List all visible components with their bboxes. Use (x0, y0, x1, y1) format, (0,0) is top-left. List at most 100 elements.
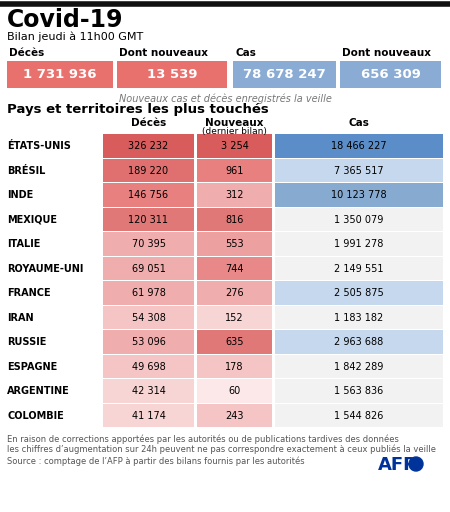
Text: 1 183 182: 1 183 182 (334, 313, 383, 323)
Text: FRANCE: FRANCE (7, 288, 50, 298)
Text: 60: 60 (228, 386, 241, 396)
FancyBboxPatch shape (103, 354, 194, 378)
Text: Dont nouveaux: Dont nouveaux (342, 48, 431, 58)
Text: Source : comptage de l’AFP à partir des bilans fournis par les autorités: Source : comptage de l’AFP à partir des … (7, 456, 305, 465)
Text: IRAN: IRAN (7, 313, 34, 323)
FancyBboxPatch shape (275, 159, 443, 182)
Text: 1 350 079: 1 350 079 (334, 215, 384, 225)
Text: En raison de corrections apportées par les autorités ou de publications tardives: En raison de corrections apportées par l… (7, 434, 399, 443)
Text: 1 991 278: 1 991 278 (334, 239, 384, 249)
Text: RUSSIE: RUSSIE (7, 337, 46, 347)
FancyBboxPatch shape (275, 403, 443, 427)
FancyBboxPatch shape (275, 306, 443, 329)
FancyBboxPatch shape (275, 379, 443, 402)
FancyBboxPatch shape (197, 403, 272, 427)
Text: 326 232: 326 232 (128, 141, 169, 151)
Text: 312: 312 (225, 190, 244, 200)
Text: Bilan jeudi à 11h00 GMT: Bilan jeudi à 11h00 GMT (7, 31, 143, 41)
Text: COLOMBIE: COLOMBIE (7, 411, 64, 421)
Text: Dont nouveaux: Dont nouveaux (119, 48, 208, 58)
Text: ROYAUME-UNI: ROYAUME-UNI (7, 264, 83, 274)
FancyBboxPatch shape (197, 306, 272, 329)
Text: 61 978: 61 978 (131, 288, 166, 298)
FancyBboxPatch shape (103, 306, 194, 329)
FancyBboxPatch shape (103, 379, 194, 402)
Text: 1 842 289: 1 842 289 (334, 362, 384, 372)
Text: ITALIE: ITALIE (7, 239, 40, 249)
Text: 120 311: 120 311 (129, 215, 168, 225)
Text: 816: 816 (225, 215, 244, 225)
FancyBboxPatch shape (103, 207, 194, 231)
FancyBboxPatch shape (197, 379, 272, 402)
Text: 146 756: 146 756 (128, 190, 169, 200)
FancyBboxPatch shape (197, 183, 272, 206)
Text: MEXIQUE: MEXIQUE (7, 215, 57, 225)
Text: ESPAGNE: ESPAGNE (7, 362, 57, 372)
FancyBboxPatch shape (275, 232, 443, 255)
FancyBboxPatch shape (103, 281, 194, 305)
FancyBboxPatch shape (103, 232, 194, 255)
FancyBboxPatch shape (275, 257, 443, 280)
FancyBboxPatch shape (103, 257, 194, 280)
FancyBboxPatch shape (340, 61, 441, 88)
Text: Pays et territoires les plus touchés: Pays et territoires les plus touchés (7, 103, 269, 116)
Text: ARGENTINE: ARGENTINE (7, 386, 70, 396)
Text: Nouveaux: Nouveaux (205, 118, 264, 128)
Text: 656 309: 656 309 (360, 68, 420, 81)
Text: 18 466 227: 18 466 227 (331, 141, 387, 151)
FancyBboxPatch shape (103, 159, 194, 182)
Text: Nouveaux cas et décès enregistrés la veille: Nouveaux cas et décès enregistrés la vei… (118, 93, 332, 103)
Text: 42 314: 42 314 (131, 386, 166, 396)
FancyBboxPatch shape (197, 232, 272, 255)
FancyBboxPatch shape (197, 330, 272, 353)
FancyBboxPatch shape (103, 403, 194, 427)
Text: 13 539: 13 539 (147, 68, 197, 81)
FancyBboxPatch shape (197, 207, 272, 231)
FancyBboxPatch shape (275, 207, 443, 231)
Text: AFP: AFP (378, 456, 417, 474)
Text: 3 254: 3 254 (220, 141, 248, 151)
FancyBboxPatch shape (197, 281, 272, 305)
FancyBboxPatch shape (103, 134, 194, 158)
Circle shape (409, 457, 423, 471)
Text: 635: 635 (225, 337, 244, 347)
FancyBboxPatch shape (275, 183, 443, 206)
Text: Décès: Décès (131, 118, 166, 128)
FancyBboxPatch shape (275, 281, 443, 305)
Text: 2 505 875: 2 505 875 (334, 288, 384, 298)
Text: 1 544 826: 1 544 826 (334, 411, 384, 421)
Text: 276: 276 (225, 288, 244, 298)
Text: Décès: Décès (9, 48, 44, 58)
Text: 49 698: 49 698 (131, 362, 166, 372)
Text: 54 308: 54 308 (131, 313, 166, 323)
Text: 1 563 836: 1 563 836 (334, 386, 383, 396)
FancyBboxPatch shape (275, 354, 443, 378)
FancyBboxPatch shape (197, 257, 272, 280)
FancyBboxPatch shape (197, 134, 272, 158)
Text: 70 395: 70 395 (131, 239, 166, 249)
FancyBboxPatch shape (197, 159, 272, 182)
FancyBboxPatch shape (275, 134, 443, 158)
Text: 178: 178 (225, 362, 244, 372)
Text: 78 678 247: 78 678 247 (243, 68, 326, 81)
Text: BRÉSIL: BRÉSIL (7, 166, 45, 176)
Text: les chiffres d’augmentation sur 24h peuvent ne pas correspondre exactement à ceu: les chiffres d’augmentation sur 24h peuv… (7, 444, 436, 454)
Text: Cas: Cas (349, 118, 369, 128)
FancyBboxPatch shape (117, 61, 227, 88)
Text: 189 220: 189 220 (128, 166, 169, 176)
FancyBboxPatch shape (103, 183, 194, 206)
Text: 1 731 936: 1 731 936 (23, 68, 97, 81)
FancyBboxPatch shape (197, 354, 272, 378)
Text: (dernier bilan): (dernier bilan) (202, 127, 267, 136)
FancyBboxPatch shape (233, 61, 336, 88)
Text: INDE: INDE (7, 190, 33, 200)
Text: 744: 744 (225, 264, 244, 274)
Text: 152: 152 (225, 313, 244, 323)
FancyBboxPatch shape (7, 61, 113, 88)
Text: 961: 961 (225, 166, 244, 176)
Text: 53 096: 53 096 (131, 337, 166, 347)
Text: 7 365 517: 7 365 517 (334, 166, 384, 176)
FancyBboxPatch shape (103, 330, 194, 353)
Text: 553: 553 (225, 239, 244, 249)
Text: 10 123 778: 10 123 778 (331, 190, 387, 200)
